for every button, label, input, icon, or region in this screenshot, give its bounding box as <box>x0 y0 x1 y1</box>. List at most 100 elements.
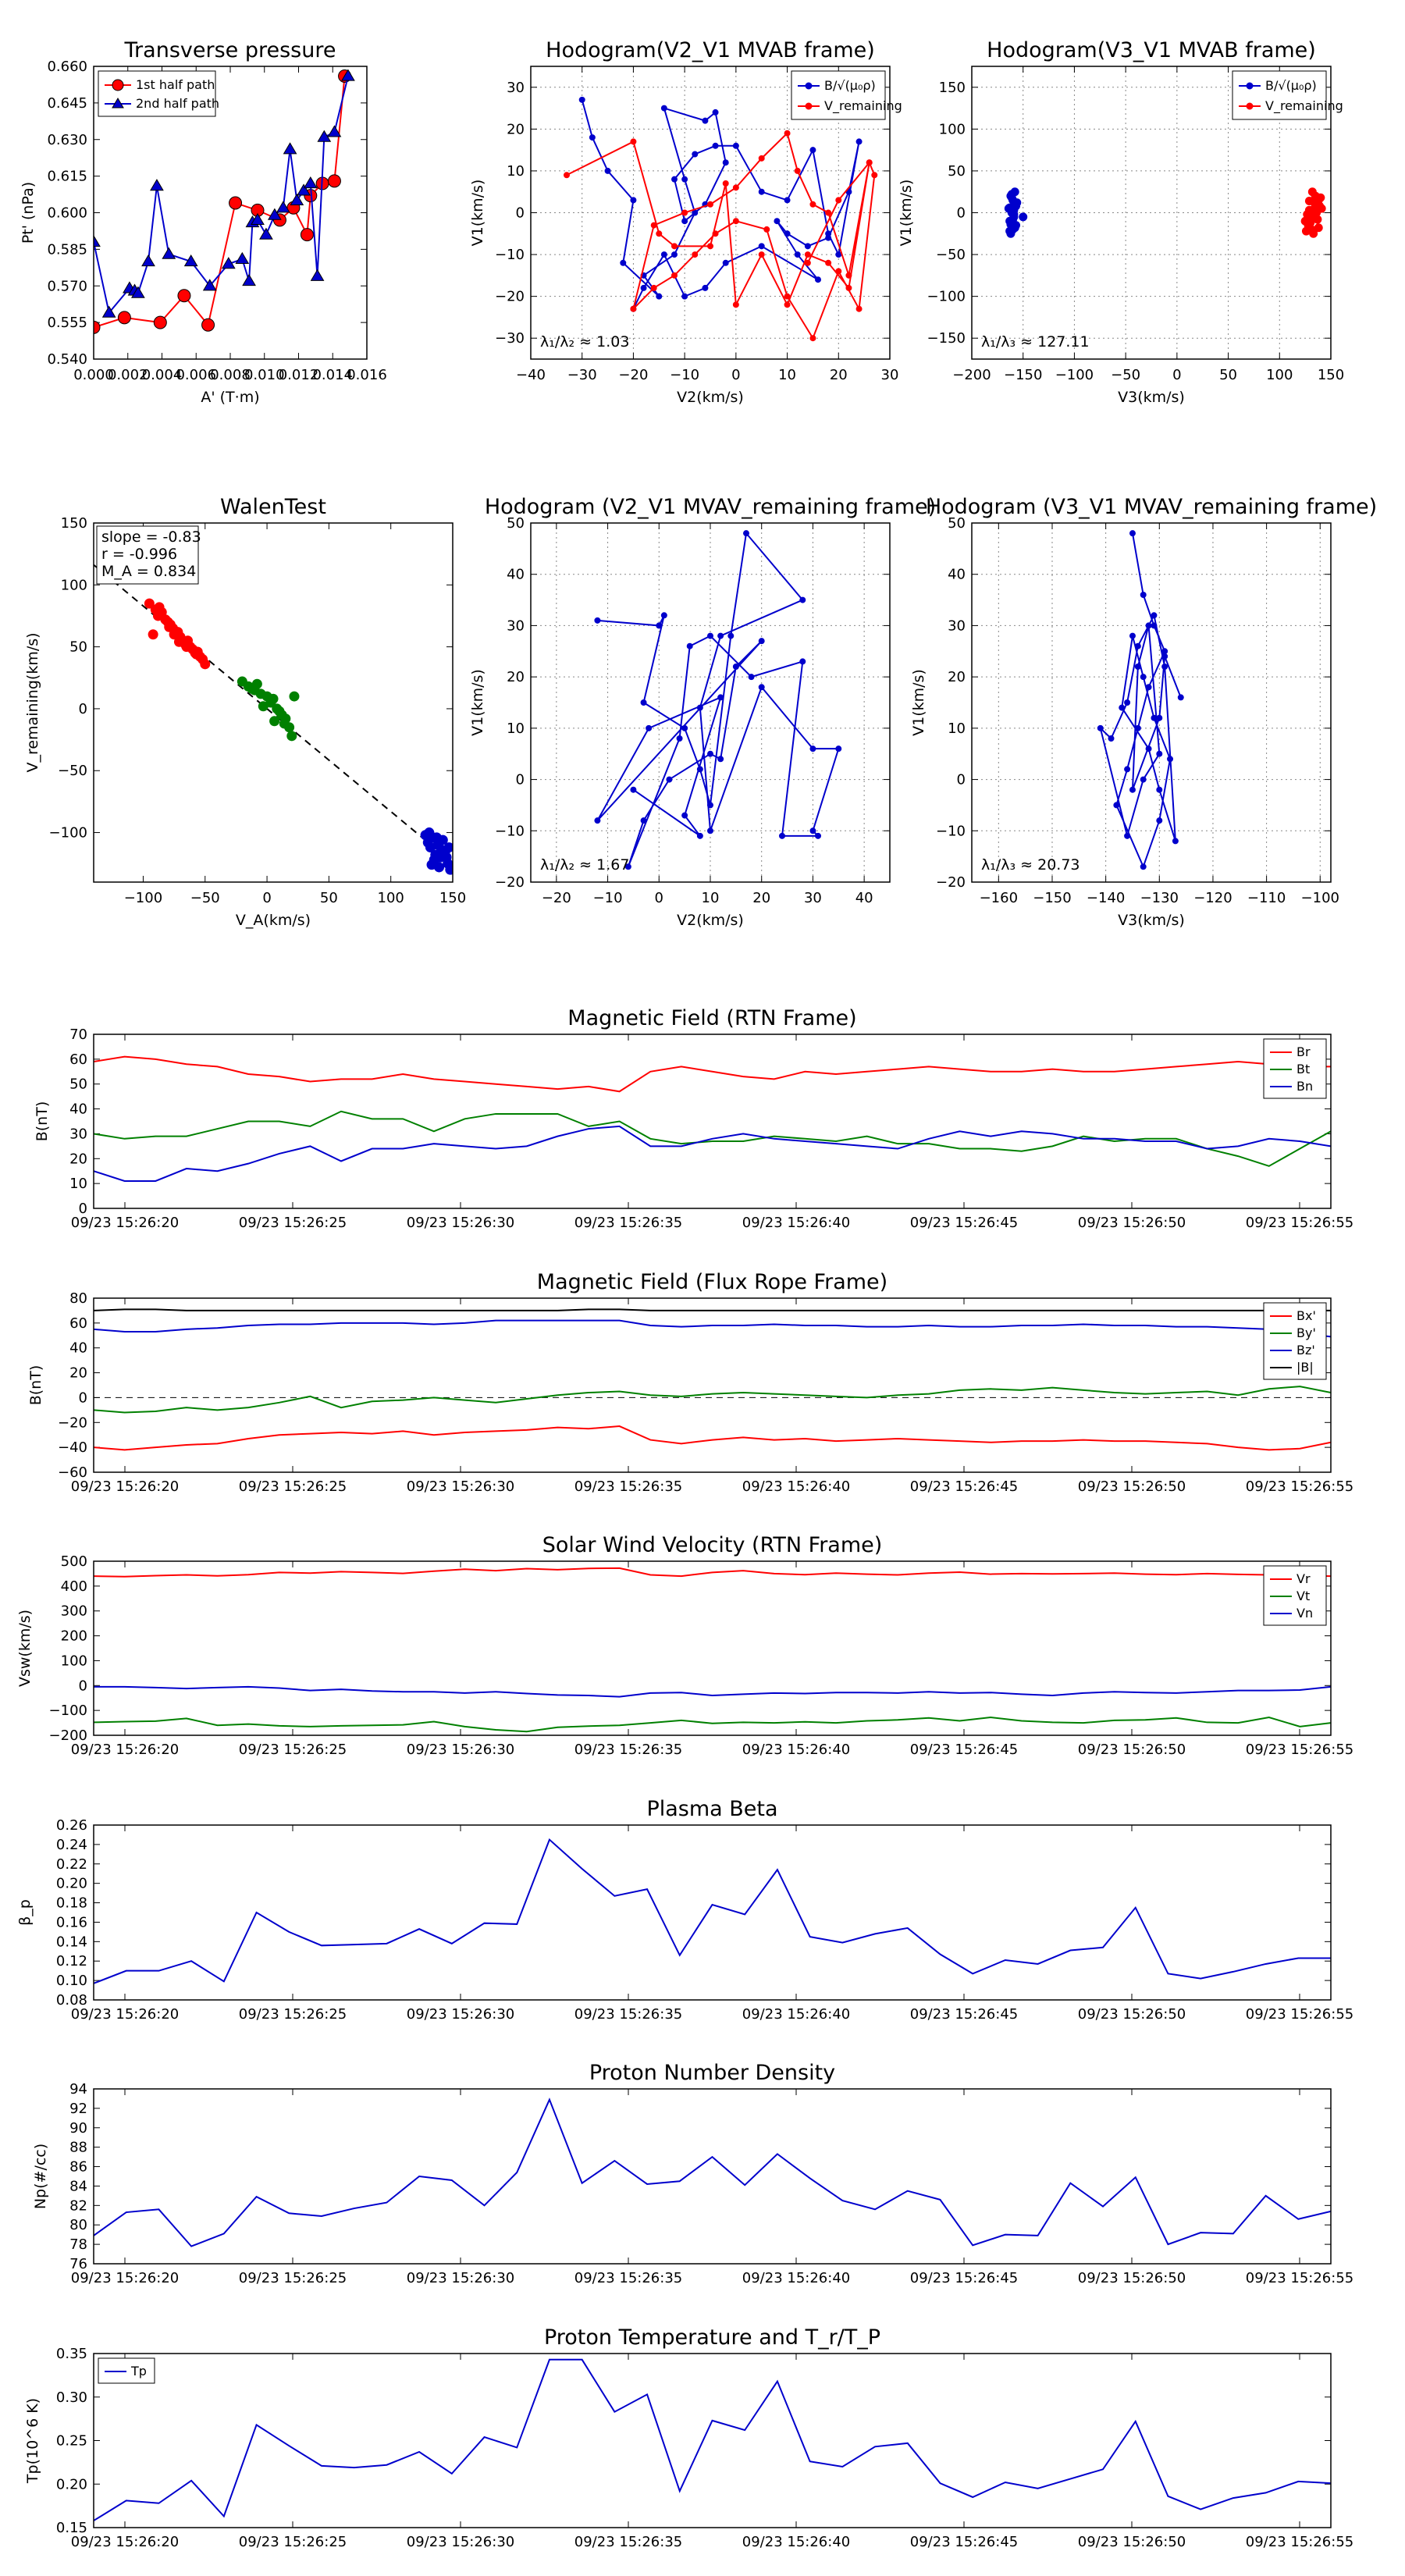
x-tick-label: −30 <box>567 367 597 383</box>
x-tick-label: 09/23 15:26:50 <box>1078 2270 1186 2286</box>
y-tick-label: 50 <box>948 515 966 532</box>
data-point <box>804 259 811 266</box>
data-point <box>681 293 688 300</box>
panel-h12: Hodogram(V2_V1 MVAB frame) −30 −20 −10 0 10 20… <box>469 38 902 406</box>
data-point <box>242 274 256 286</box>
y-axis-label: V_remaining(km/s) <box>24 632 41 772</box>
data-point <box>809 201 816 208</box>
data-point <box>809 745 816 753</box>
data-layer <box>1004 187 1326 238</box>
data-point <box>436 845 447 856</box>
data-point <box>809 827 816 834</box>
x-tick-label: 09/23 15:26:25 <box>239 2006 347 2023</box>
data-point <box>681 724 688 731</box>
legend-marker <box>112 79 124 91</box>
data-point <box>148 629 158 640</box>
y-tick-label: −100 <box>49 825 87 841</box>
y-tick-label: 30 <box>69 1126 87 1142</box>
x-tick-label: −140 <box>1087 890 1125 906</box>
data-point <box>327 125 342 137</box>
data-point <box>1161 648 1168 655</box>
data-point <box>1129 786 1136 793</box>
x-tick-label: 0.002 <box>108 367 148 383</box>
y-tick-label: 0 <box>957 772 966 788</box>
data-point <box>671 272 678 279</box>
data-point <box>722 259 729 266</box>
x-tick-label: 09/23 15:26:35 <box>574 1478 682 1495</box>
chart-title: WalenTest <box>220 495 326 519</box>
x-tick-label: 09/23 15:26:30 <box>407 1215 514 1231</box>
legend-marker <box>112 98 124 109</box>
data-point <box>620 259 627 266</box>
y-tick-label: 50 <box>507 515 525 532</box>
x-tick-label: 09/23 15:26:20 <box>71 2534 179 2550</box>
x-tick-label: 09/23 15:26:55 <box>1246 2534 1353 2550</box>
series-line-Vremaining <box>566 131 876 340</box>
data-point <box>640 817 647 824</box>
data-point <box>804 243 811 250</box>
data-point <box>177 289 191 303</box>
data-point <box>1151 622 1158 629</box>
legend-label: Bz' <box>1297 1343 1315 1357</box>
data-layer <box>94 2358 1331 2521</box>
x-tick-label: 20 <box>830 367 848 383</box>
x-tick-label: 09/23 15:26:55 <box>1246 2006 1353 2023</box>
x-tick-label: −10 <box>670 367 699 383</box>
data-point <box>229 196 243 210</box>
data-point <box>341 69 355 81</box>
y-tick-label: −20 <box>936 874 966 891</box>
y-tick-label: 40 <box>948 567 966 583</box>
data-point <box>681 218 688 225</box>
y-tick-label: 0.18 <box>56 1895 87 1912</box>
x-tick-label: −20 <box>542 890 571 906</box>
x-tick-label: −150 <box>1004 367 1042 383</box>
data-point <box>835 197 842 204</box>
x-tick-label: −50 <box>190 890 220 906</box>
y-tick-label: 100 <box>61 1653 87 1669</box>
data-point <box>855 138 863 145</box>
data-point <box>845 272 852 279</box>
y-tick-label: 20 <box>507 121 525 137</box>
data-layer <box>94 69 355 334</box>
x-tick-label: 09/23 15:26:35 <box>574 2534 682 2550</box>
annotation-text: λ₁/λ₂ ≈ 1.67 <box>540 856 629 873</box>
plot-frame <box>93 1297 1332 1473</box>
data-point <box>707 243 713 250</box>
data-point <box>1124 766 1131 773</box>
data-point <box>1161 664 1168 670</box>
chart-title: Magnetic Field (Flux Rope Frame) <box>537 1270 887 1294</box>
y-tick-label: 0 <box>516 772 525 788</box>
y-tick-label: 60 <box>69 1315 87 1332</box>
data-point <box>1108 735 1115 742</box>
x-tick-label: 09/23 15:26:25 <box>239 2534 347 2550</box>
x-tick-label: 09/23 15:26:55 <box>1246 1742 1353 1758</box>
data-point <box>784 130 791 137</box>
y-tick-label: 20 <box>948 669 966 685</box>
data-point <box>692 151 699 158</box>
y-tick-label: 0.24 <box>56 1837 87 1853</box>
stats-line: r = -0.996 <box>101 546 177 563</box>
data-point <box>1307 187 1317 197</box>
data-point <box>258 701 269 712</box>
series-line-Vn <box>94 1685 1331 1698</box>
y-tick-label: 0.22 <box>56 1856 87 1873</box>
plot-frame <box>971 66 1332 360</box>
data-point <box>809 147 816 154</box>
plot-frame <box>530 522 891 883</box>
data-point <box>722 159 729 166</box>
data-point <box>732 301 739 308</box>
stats-line: slope = -0.83 <box>101 528 201 546</box>
data-point <box>666 776 673 783</box>
x-tick-label: 0.016 <box>347 367 387 383</box>
data-point <box>269 716 280 727</box>
legend-label: B/√(μ₀ρ) <box>1265 78 1317 93</box>
y-tick-label: 50 <box>948 163 966 180</box>
x-tick-label: 0 <box>655 890 663 906</box>
data-point <box>1145 684 1152 691</box>
y-tick-label: 84 <box>69 2178 87 2194</box>
data-point <box>774 218 781 225</box>
data-point <box>1145 622 1152 629</box>
x-tick-label: 09/23 15:26:50 <box>1078 2006 1186 2023</box>
data-layer <box>1097 530 1184 870</box>
y-tick-label: −50 <box>936 247 966 263</box>
